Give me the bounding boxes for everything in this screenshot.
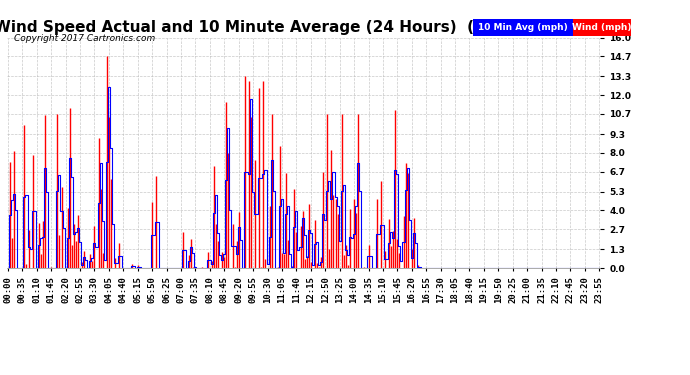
Text: Copyright 2017 Cartronics.com: Copyright 2017 Cartronics.com <box>14 34 155 43</box>
Text: 10 Min Avg (mph): 10 Min Avg (mph) <box>477 22 568 32</box>
Text: Wind (mph): Wind (mph) <box>572 22 632 32</box>
Title: Wind Speed Actual and 10 Minute Average (24 Hours)  (New)  20171223: Wind Speed Actual and 10 Minute Average … <box>0 20 613 35</box>
